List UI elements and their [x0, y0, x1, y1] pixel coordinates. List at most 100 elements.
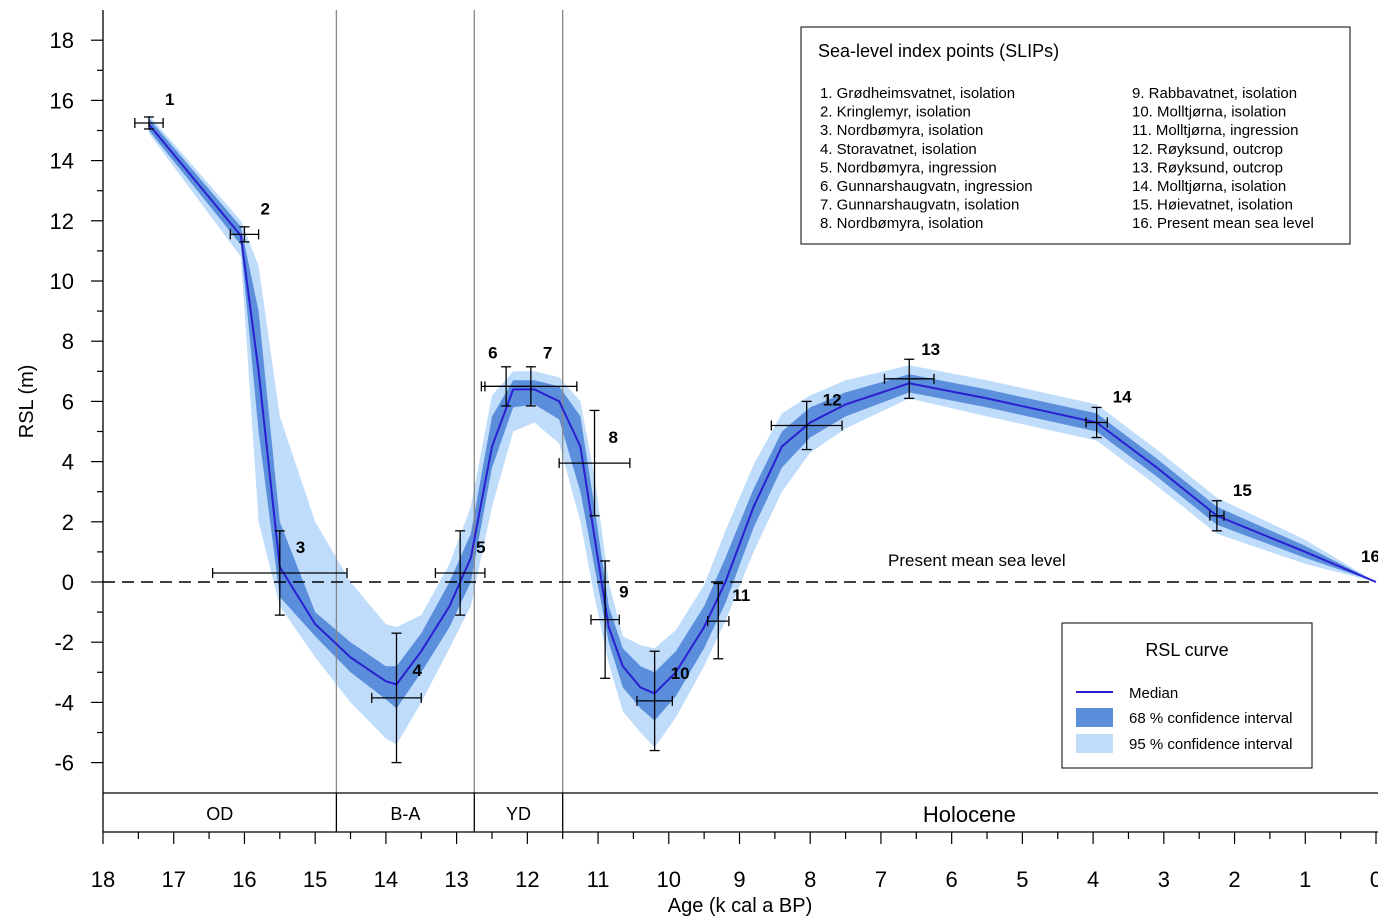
slip-legend-entry: 5. Nordbømyra, ingression — [820, 159, 997, 176]
x-tick-label: 0 — [1370, 867, 1378, 892]
slip-label: 13 — [921, 340, 940, 359]
slip-legend-title: Sea-level index points (SLIPs) — [818, 41, 1059, 61]
x-tick-label: 14 — [374, 867, 398, 892]
y-tick-label: 6 — [62, 389, 74, 414]
median-legend-label: Median — [1129, 685, 1178, 702]
slip-legend-entry: 2. Kringlemyr, isolation — [820, 104, 971, 121]
slip-error-bar — [707, 582, 730, 660]
slip-label: 3 — [296, 538, 305, 557]
slip-label: 1 — [165, 90, 174, 109]
y-tick-label: 4 — [62, 450, 74, 475]
x-axis-label: Age (k cal a BP) — [668, 895, 813, 917]
ci95-legend-label: 95 % confidence interval — [1129, 736, 1292, 753]
x-tick-label: 13 — [444, 867, 468, 892]
slip-error-bars — [134, 116, 1225, 764]
ci68-band — [149, 118, 1376, 721]
slip-legend-entry: 1. Grødheimsvatnet, isolation — [820, 85, 1015, 102]
slip-error-bar — [770, 400, 843, 451]
y-tick-label: -4 — [54, 690, 74, 715]
slip-label: 2 — [260, 199, 269, 218]
x-tick-label: 17 — [161, 867, 185, 892]
slip-error-bar — [484, 366, 578, 407]
slip-label: 10 — [671, 664, 690, 683]
slip-error-bar — [211, 530, 348, 616]
slip-legend-entry: 6. Gunnarshaugvatn, ingression — [820, 178, 1033, 195]
slip-label: 12 — [823, 390, 842, 409]
ci95-swatch — [1076, 734, 1113, 753]
slip-label: 11 — [732, 586, 750, 605]
chronozone-boundaries — [335, 10, 564, 793]
slip-legend-entry: 16. Present mean sea level — [1132, 215, 1314, 232]
y-tick-label: 16 — [50, 88, 74, 113]
x-tick-label: 10 — [657, 867, 681, 892]
x-tick-label: 9 — [733, 867, 745, 892]
slip-label: 4 — [412, 661, 422, 680]
chronozone-label: Holocene — [923, 802, 1016, 827]
confidence-bands — [149, 115, 1376, 748]
x-tick-label: 6 — [946, 867, 958, 892]
x-tick-label: 4 — [1087, 867, 1099, 892]
slip-label: 14 — [1113, 387, 1132, 406]
y-tick-label: 2 — [62, 510, 74, 535]
x-tick-label: 12 — [515, 867, 539, 892]
slip-error-bar — [371, 632, 422, 764]
y-tick-label: -2 — [54, 630, 74, 655]
slip-legend-entry: 10. Molltjørna, isolation — [1132, 104, 1286, 121]
ci68-swatch — [1076, 708, 1113, 727]
curve-legend: RSL curve Median 68 % confidence interva… — [1061, 622, 1313, 769]
slip-legend-entry: 3. Nordbømyra, isolation — [820, 122, 983, 139]
slip-legend-entry: 4. Storavatnet, isolation — [820, 141, 977, 158]
slip-legend-entry: 7. Gunnarshaugvatn, isolation — [820, 197, 1019, 214]
slip-error-bar — [434, 530, 486, 616]
slip-error-bar — [1209, 500, 1225, 532]
slip-label: 8 — [609, 428, 618, 447]
slip-label: 5 — [476, 538, 485, 557]
slip-legend-entry: 9. Rabbavatnet, isolation — [1132, 85, 1297, 102]
x-tick-label: 11 — [587, 867, 610, 892]
x-tick-label: 15 — [303, 867, 327, 892]
y-tick-label: 8 — [62, 329, 74, 354]
slip-error-bar — [229, 226, 260, 243]
slip-legend: Sea-level index points (SLIPs) 1. Grødhe… — [800, 26, 1351, 245]
slip-label: 9 — [619, 583, 628, 602]
slip-error-bar — [1085, 406, 1108, 439]
y-tick-label: 18 — [50, 28, 74, 53]
slip-label: 16 — [1361, 547, 1378, 566]
chronozone-label: B-A — [390, 804, 420, 824]
present-sea-level-label: Present mean sea level — [888, 551, 1066, 570]
x-tick-label: 7 — [875, 867, 887, 892]
slip-legend-column-2: 9. Rabbavatnet, isolation 10. Molltjørna,… — [1132, 85, 1314, 232]
slip-legend-entry: 8. Nordbømyra, isolation — [820, 215, 983, 232]
y-tick-label: 14 — [50, 149, 74, 174]
slip-error-bar — [636, 650, 673, 752]
x-tick-label: 16 — [232, 867, 256, 892]
median-line — [148, 123, 1377, 695]
chronozone-label: OD — [206, 804, 233, 824]
x-tick-label: 2 — [1228, 867, 1240, 892]
slip-label: 15 — [1233, 481, 1252, 500]
slip-error-bar — [134, 116, 164, 130]
x-tick-label: 18 — [91, 867, 115, 892]
y-tick-label: 0 — [62, 570, 74, 595]
slip-legend-entry: 11. Molltjørna, ingression — [1132, 122, 1298, 139]
axes: -6 -4 -2 0 2 4 6 8 10 12 14 16 18 — [50, 10, 104, 793]
slip-label: 7 — [543, 343, 552, 362]
y-tick-label: 12 — [50, 209, 74, 234]
y-tick-label: 10 — [50, 269, 74, 294]
slip-legend-entry: 12. Røyksund, outcrop — [1132, 141, 1283, 158]
slip-legend-entry: 14. Molltjørna, isolation — [1132, 178, 1286, 195]
x-tick-label: 1 — [1299, 867, 1311, 892]
slip-legend-entry: 15. Høievatnet, isolation — [1132, 197, 1293, 214]
curve-legend-title: RSL curve — [1145, 640, 1228, 660]
x-tick-label: 3 — [1158, 867, 1170, 892]
x-tick-label: 5 — [1016, 867, 1028, 892]
slip-legend-entry: 13. Røyksund, outcrop — [1132, 159, 1283, 176]
chronozone-label: YD — [506, 804, 531, 824]
slip-error-bar — [883, 358, 935, 400]
y-axis-label: RSL (m) — [16, 365, 38, 439]
slip-legend-column-1: 1. Grødheimsvatnet, isolation 2. Kringlem… — [820, 85, 1033, 232]
slip-label: 6 — [488, 343, 497, 362]
